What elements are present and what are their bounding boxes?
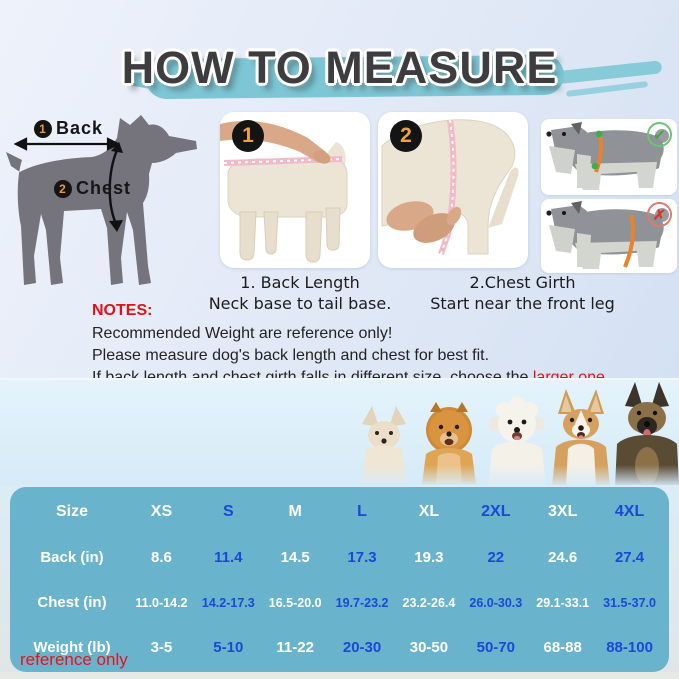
col-header: M — [288, 503, 302, 520]
bottom-strip — [0, 672, 679, 679]
strap-icon — [623, 214, 636, 268]
photo-back-length: 1 — [220, 112, 370, 268]
col-header: 4XL — [614, 503, 645, 520]
table-cell: 11.4 — [214, 549, 243, 566]
caption-back-line1: 1. Back Length — [240, 273, 360, 292]
note-line-2: Please measure dog's back length and che… — [92, 347, 490, 364]
table-cell: 24.6 — [548, 549, 578, 566]
table-cell: 26.0-30.3 — [469, 595, 523, 610]
dog-photo-bichon — [488, 397, 546, 487]
note-line-3-suffix: . — [605, 369, 609, 386]
row-label: Back (in) — [40, 549, 104, 566]
row-label: Weight (lb) — [33, 639, 111, 656]
page-title: HOW TO MEASURE — [121, 42, 558, 93]
table-cell: 19.3 — [414, 549, 444, 566]
table-cell: 20-30 — [342, 639, 382, 656]
back-label-text: Back — [56, 118, 104, 138]
chest-label-text: Chest — [76, 178, 132, 198]
col-header: 3XL — [548, 503, 578, 520]
notes-heading: NOTES: — [92, 302, 153, 319]
step-1-badge: 1 — [232, 120, 264, 152]
col-header: S — [222, 503, 234, 520]
col-header: L — [357, 503, 367, 520]
table-cell: 19.7-23.2 — [335, 595, 389, 610]
dog-photo-pomeranian — [422, 402, 476, 484]
note-line-1: Recommended Weight are reference only! — [92, 325, 393, 342]
col-header: XL — [418, 503, 440, 520]
chest-measure-arrow — [108, 142, 123, 232]
photo-wrong-position: ✗ — [541, 199, 677, 273]
back-label: 1 Back — [34, 118, 103, 139]
table-row-weight: Weight (lb) 3-5 5-10 11-22 20-30 30-50 5… — [16, 639, 663, 656]
row-label: Chest (in) — [37, 594, 107, 611]
table-cell: 8.6 — [151, 549, 172, 566]
schnauzer-wrong-icon — [546, 201, 669, 269]
table-row-back: Back (in) 8.6 11.4 14.5 17.3 19.3 22 24.… — [16, 549, 663, 566]
caption-chest-line2: Start near the front leg — [430, 294, 615, 313]
table-cell: 11-22 — [276, 639, 314, 656]
schnauzer-correct-icon — [546, 122, 669, 190]
size-chart: Size XS S M L XL 2XL 3XL 4XL Back (in) 8… — [10, 487, 669, 672]
table-cell: 88-100 — [606, 639, 653, 656]
dog-photo-german-shepherd — [615, 382, 679, 487]
table-cell: 29.1-33.1 — [536, 595, 590, 610]
table-cell: 16.5-20.0 — [268, 595, 322, 610]
badge-2-icon: 2 — [54, 179, 72, 198]
table-cell: 27.4 — [614, 549, 645, 566]
dog-silhouette-icon — [6, 115, 197, 285]
table-cell: 5-10 — [213, 639, 244, 656]
badge-1-icon: 1 — [34, 119, 52, 138]
dog-photo-corgi — [552, 389, 610, 487]
table-cell: 31.5-37.0 — [603, 595, 656, 610]
table-cell: 11.0-14.2 — [135, 595, 188, 610]
table-cell: 3-5 — [150, 639, 173, 656]
photo-chest-girth: 2 — [378, 112, 528, 268]
caption-back-length: 1. Back Length Neck base to tail base. — [195, 272, 405, 314]
measure-diagram: 1 Back 2 Chest — [0, 108, 222, 300]
reference-only-note: reference only — [20, 650, 128, 669]
table-cell: 14.5 — [280, 549, 310, 566]
table-cell: 68-88 — [543, 639, 582, 656]
caption-chest-girth: 2.Chest Girth Start near the front leg — [405, 272, 640, 314]
photo-correct-position: ✓ — [541, 119, 677, 195]
dog-photo-chihuahua — [362, 406, 406, 482]
caption-chest-line1: 2.Chest Girth — [469, 273, 576, 292]
table-cell: 30-50 — [409, 639, 449, 656]
table-cell: 22 — [487, 549, 505, 566]
caption-back-line2: Neck base to tail base. — [208, 294, 392, 313]
chest-label: 2 Chest — [54, 178, 131, 199]
breeds-strip — [0, 378, 679, 487]
step-2-badge: 2 — [390, 120, 422, 152]
table-cell: 23.2-26.4 — [402, 595, 456, 610]
back-measure-arrow — [13, 137, 121, 151]
size-chart-header-row: Size XS S M L XL 2XL 3XL 4XL — [16, 503, 663, 521]
table-cell: 50-70 — [476, 639, 515, 656]
col-header: 2XL — [481, 503, 511, 520]
table-cell: 14.2-17.3 — [201, 595, 255, 610]
col-header: Size — [55, 503, 88, 520]
col-header: XS — [150, 503, 173, 520]
table-cell: 17.3 — [347, 549, 377, 566]
hands-icon — [386, 201, 462, 243]
notes-block: NOTES: Recommended Weight are reference … — [92, 300, 609, 389]
mannequin-chest-measure-icon — [381, 119, 519, 255]
table-row-chest: Chest (in) 11.0-14.2 14.2-17.3 16.5-20.0… — [16, 594, 663, 611]
